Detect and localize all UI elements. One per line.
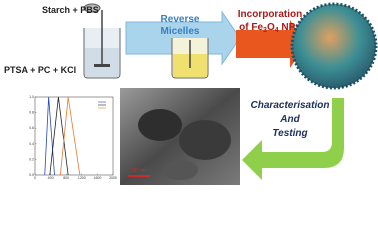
micelle-sphere [292, 4, 376, 88]
x-tick-label: 400 [48, 176, 54, 180]
subscript: 3 [263, 27, 267, 34]
subscript: 4 [275, 27, 279, 34]
x-tick-label: 1200 [78, 176, 86, 180]
x-tick-label: 1600 [94, 176, 102, 180]
x-tick-label: 0 [34, 176, 36, 180]
text-part: NPs [279, 22, 302, 33]
y-tick-label: 0.4 [29, 142, 34, 146]
y-tick-label: 0.0 [29, 173, 34, 177]
particle [162, 160, 198, 180]
series-line [49, 96, 69, 176]
beaker-1 [83, 3, 121, 79]
characterisation-line: And [279, 114, 300, 125]
beaker-2 [171, 38, 209, 79]
y-tick-label: 0.2 [29, 157, 34, 161]
reagents-side: PTSA + PC + KCl [4, 65, 76, 75]
text-part: of Fe [239, 22, 263, 33]
particle [179, 120, 231, 160]
arrow-characterisation [242, 98, 344, 180]
graphical-abstract: Starch + PBS PTSA + PC + KCl Reverse Mic… [4, 2, 378, 185]
scale-bar-label: 50 nm [132, 168, 146, 174]
x-tick-label: 2000 [109, 176, 117, 180]
plot: 0 400 800 1200 1600 2000 0.0 0.2 0.4 0.6 0.8 1.0 [29, 95, 117, 180]
incorporation-line: of Fe3O4 NPs [239, 22, 301, 34]
y-tick-label: 0.6 [29, 126, 34, 130]
arrow-incorporation [236, 20, 306, 68]
y-tick-label: 1.0 [29, 95, 34, 99]
characterisation-line: Characterisation [251, 100, 330, 111]
y-tick-label: 0.8 [29, 111, 34, 115]
characterisation-line: Testing [272, 128, 307, 139]
text-part: O [267, 22, 275, 33]
series-line [59, 96, 81, 176]
micelles-line: Reverse [161, 14, 200, 25]
micelles-line: Micelles [161, 26, 200, 37]
particle [138, 109, 182, 141]
reagents-top: Starch + PBS [42, 5, 99, 15]
incorporation-line: Incorporation [238, 9, 302, 20]
x-tick-label: 800 [63, 176, 69, 180]
sphere-surface [290, 2, 378, 90]
